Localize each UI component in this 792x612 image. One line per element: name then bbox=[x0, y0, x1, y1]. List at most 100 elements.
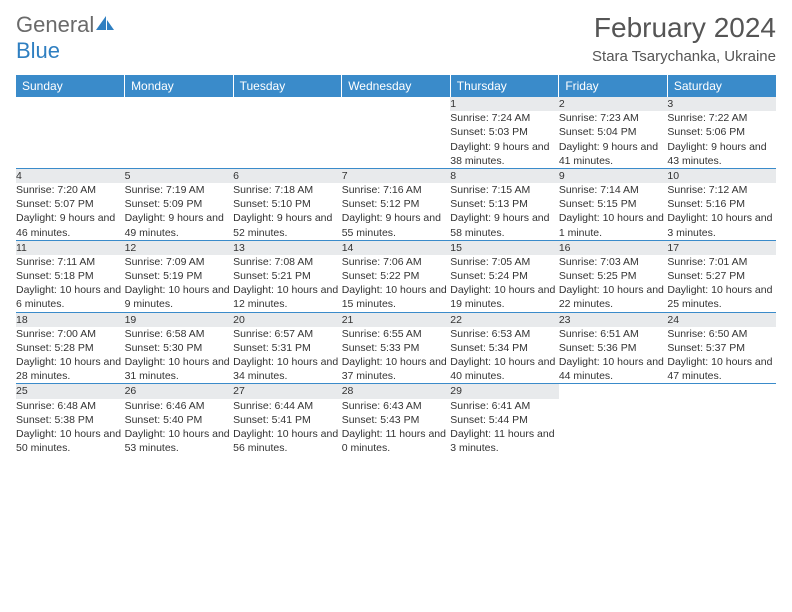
sunrise-line: Sunrise: 6:41 AM bbox=[450, 399, 559, 413]
logo: General Blue bbox=[16, 12, 116, 64]
day-detail-cell: Sunrise: 6:53 AMSunset: 5:34 PMDaylight:… bbox=[450, 327, 559, 384]
day-detail-cell: Sunrise: 7:08 AMSunset: 5:21 PMDaylight:… bbox=[233, 255, 342, 312]
logo-word2: Blue bbox=[16, 38, 60, 63]
day-number-cell: 21 bbox=[342, 312, 451, 327]
daylight-line: Daylight: 10 hours and 28 minutes. bbox=[16, 355, 125, 383]
daylight-line: Daylight: 11 hours and 3 minutes. bbox=[450, 427, 559, 455]
sunrise-line: Sunrise: 7:23 AM bbox=[559, 111, 668, 125]
day-detail-cell bbox=[233, 111, 342, 168]
day-number-cell: 5 bbox=[125, 168, 234, 183]
daylight-line: Daylight: 10 hours and 12 minutes. bbox=[233, 283, 342, 311]
sunset-line: Sunset: 5:22 PM bbox=[342, 269, 451, 283]
day-detail-cell: Sunrise: 7:16 AMSunset: 5:12 PMDaylight:… bbox=[342, 183, 451, 240]
day-number-cell: 15 bbox=[450, 240, 559, 255]
week-number-row: 18192021222324 bbox=[16, 312, 776, 327]
week-detail-row: Sunrise: 7:24 AMSunset: 5:03 PMDaylight:… bbox=[16, 111, 776, 168]
day-detail-cell: Sunrise: 7:05 AMSunset: 5:24 PMDaylight:… bbox=[450, 255, 559, 312]
daylight-line: Daylight: 10 hours and 50 minutes. bbox=[16, 427, 125, 455]
sunrise-line: Sunrise: 7:22 AM bbox=[667, 111, 776, 125]
sunrise-line: Sunrise: 7:15 AM bbox=[450, 183, 559, 197]
sunset-line: Sunset: 5:28 PM bbox=[16, 341, 125, 355]
day-header: Thursday bbox=[450, 75, 559, 97]
day-detail-cell: Sunrise: 6:51 AMSunset: 5:36 PMDaylight:… bbox=[559, 327, 668, 384]
day-number-cell: 14 bbox=[342, 240, 451, 255]
header: General Blue February 2024 Stara Tsarych… bbox=[16, 12, 776, 65]
day-detail-cell: Sunrise: 6:43 AMSunset: 5:43 PMDaylight:… bbox=[342, 399, 451, 456]
day-header: Sunday bbox=[16, 75, 125, 97]
sunset-line: Sunset: 5:31 PM bbox=[233, 341, 342, 355]
day-number-cell: 4 bbox=[16, 168, 125, 183]
day-detail-cell bbox=[342, 111, 451, 168]
day-header: Saturday bbox=[667, 75, 776, 97]
day-detail-cell: Sunrise: 6:48 AMSunset: 5:38 PMDaylight:… bbox=[16, 399, 125, 456]
sunrise-line: Sunrise: 7:19 AM bbox=[125, 183, 234, 197]
daylight-line: Daylight: 10 hours and 3 minutes. bbox=[667, 211, 776, 239]
sunrise-line: Sunrise: 7:06 AM bbox=[342, 255, 451, 269]
sunrise-line: Sunrise: 7:03 AM bbox=[559, 255, 668, 269]
sunrise-line: Sunrise: 7:01 AM bbox=[667, 255, 776, 269]
sunset-line: Sunset: 5:18 PM bbox=[16, 269, 125, 283]
day-number-cell bbox=[125, 97, 234, 111]
sunset-line: Sunset: 5:36 PM bbox=[559, 341, 668, 355]
daylight-line: Daylight: 9 hours and 49 minutes. bbox=[125, 211, 234, 239]
day-number-cell: 22 bbox=[450, 312, 559, 327]
logo-text: General Blue bbox=[16, 12, 116, 64]
week-number-row: 45678910 bbox=[16, 168, 776, 183]
daylight-line: Daylight: 9 hours and 41 minutes. bbox=[559, 140, 668, 168]
day-number-cell: 2 bbox=[559, 97, 668, 111]
day-detail-cell: Sunrise: 7:06 AMSunset: 5:22 PMDaylight:… bbox=[342, 255, 451, 312]
week-number-row: 2526272829 bbox=[16, 384, 776, 399]
daylight-line: Daylight: 10 hours and 31 minutes. bbox=[125, 355, 234, 383]
sunset-line: Sunset: 5:30 PM bbox=[125, 341, 234, 355]
daylight-line: Daylight: 9 hours and 55 minutes. bbox=[342, 211, 451, 239]
daylight-line: Daylight: 10 hours and 44 minutes. bbox=[559, 355, 668, 383]
day-detail-cell: Sunrise: 7:15 AMSunset: 5:13 PMDaylight:… bbox=[450, 183, 559, 240]
daylight-line: Daylight: 10 hours and 56 minutes. bbox=[233, 427, 342, 455]
day-detail-cell bbox=[16, 111, 125, 168]
day-number-cell bbox=[342, 97, 451, 111]
day-number-cell: 7 bbox=[342, 168, 451, 183]
day-header: Tuesday bbox=[233, 75, 342, 97]
sunset-line: Sunset: 5:03 PM bbox=[450, 125, 559, 139]
sunset-line: Sunset: 5:24 PM bbox=[450, 269, 559, 283]
sunrise-line: Sunrise: 6:51 AM bbox=[559, 327, 668, 341]
daylight-line: Daylight: 11 hours and 0 minutes. bbox=[342, 427, 451, 455]
sunset-line: Sunset: 5:09 PM bbox=[125, 197, 234, 211]
day-detail-cell: Sunrise: 7:24 AMSunset: 5:03 PMDaylight:… bbox=[450, 111, 559, 168]
sunset-line: Sunset: 5:34 PM bbox=[450, 341, 559, 355]
sunset-line: Sunset: 5:15 PM bbox=[559, 197, 668, 211]
calendar-table: Sunday Monday Tuesday Wednesday Thursday… bbox=[16, 75, 776, 455]
day-number-cell: 12 bbox=[125, 240, 234, 255]
day-number-cell: 1 bbox=[450, 97, 559, 111]
sunrise-line: Sunrise: 7:11 AM bbox=[16, 255, 125, 269]
day-number-cell: 8 bbox=[450, 168, 559, 183]
sunrise-line: Sunrise: 6:43 AM bbox=[342, 399, 451, 413]
day-detail-cell: Sunrise: 6:58 AMSunset: 5:30 PMDaylight:… bbox=[125, 327, 234, 384]
sunset-line: Sunset: 5:06 PM bbox=[667, 125, 776, 139]
sunset-line: Sunset: 5:19 PM bbox=[125, 269, 234, 283]
day-number-cell: 3 bbox=[667, 97, 776, 111]
day-detail-cell: Sunrise: 7:03 AMSunset: 5:25 PMDaylight:… bbox=[559, 255, 668, 312]
sunrise-line: Sunrise: 7:00 AM bbox=[16, 327, 125, 341]
day-detail-cell: Sunrise: 7:00 AMSunset: 5:28 PMDaylight:… bbox=[16, 327, 125, 384]
day-detail-cell: Sunrise: 6:41 AMSunset: 5:44 PMDaylight:… bbox=[450, 399, 559, 456]
sunrise-line: Sunrise: 7:20 AM bbox=[16, 183, 125, 197]
day-detail-cell: Sunrise: 6:55 AMSunset: 5:33 PMDaylight:… bbox=[342, 327, 451, 384]
daylight-line: Daylight: 9 hours and 46 minutes. bbox=[16, 211, 125, 239]
daylight-line: Daylight: 9 hours and 38 minutes. bbox=[450, 140, 559, 168]
day-detail-cell: Sunrise: 7:01 AMSunset: 5:27 PMDaylight:… bbox=[667, 255, 776, 312]
sunrise-line: Sunrise: 7:12 AM bbox=[667, 183, 776, 197]
day-detail-cell: Sunrise: 6:46 AMSunset: 5:40 PMDaylight:… bbox=[125, 399, 234, 456]
sunset-line: Sunset: 5:41 PM bbox=[233, 413, 342, 427]
day-detail-cell bbox=[559, 399, 668, 456]
sunset-line: Sunset: 5:43 PM bbox=[342, 413, 451, 427]
day-number-cell bbox=[233, 97, 342, 111]
day-number-cell bbox=[16, 97, 125, 111]
day-detail-cell: Sunrise: 7:22 AMSunset: 5:06 PMDaylight:… bbox=[667, 111, 776, 168]
sunset-line: Sunset: 5:37 PM bbox=[667, 341, 776, 355]
daylight-line: Daylight: 10 hours and 19 minutes. bbox=[450, 283, 559, 311]
daylight-line: Daylight: 10 hours and 53 minutes. bbox=[125, 427, 234, 455]
day-detail-cell: Sunrise: 7:19 AMSunset: 5:09 PMDaylight:… bbox=[125, 183, 234, 240]
daylight-line: Daylight: 10 hours and 9 minutes. bbox=[125, 283, 234, 311]
day-detail-cell: Sunrise: 7:09 AMSunset: 5:19 PMDaylight:… bbox=[125, 255, 234, 312]
